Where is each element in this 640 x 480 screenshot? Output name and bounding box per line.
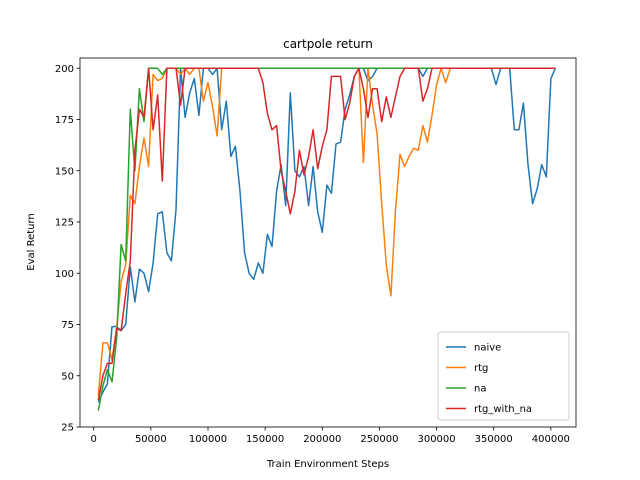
- y-tick-label: 50: [61, 371, 74, 382]
- y-tick-label: 200: [55, 64, 74, 75]
- series-line-rtg-with-na: [97, 67, 556, 401]
- x-tick-label: 400000: [532, 434, 570, 445]
- y-tick-label: 175: [55, 115, 74, 126]
- legend-label: na: [474, 384, 486, 395]
- x-tick-label: 50000: [135, 434, 167, 445]
- y-tick-label: 125: [55, 218, 74, 229]
- x-axis-ticks: 0 50000 100000 150000 200000 250000 300000 3500…: [91, 427, 570, 445]
- y-tick-label: 100: [55, 269, 74, 280]
- x-tick-label: 300000: [417, 434, 455, 445]
- legend-label: naive: [474, 343, 501, 354]
- legend-box: [437, 331, 570, 421]
- chart-title: cartpole return: [283, 37, 373, 51]
- x-tick-label: 0: [91, 434, 97, 445]
- x-tick-label: 350000: [475, 434, 513, 445]
- legend-label: rtg_with_na: [474, 404, 532, 415]
- y-axis-label: Eval Return: [26, 213, 37, 271]
- plot-frame: [79, 57, 577, 428]
- x-tick-label: 150000: [246, 434, 284, 445]
- y-axis-ticks: 25 50 75 100 125 150 175 200: [55, 64, 80, 434]
- x-tick-label: 250000: [360, 434, 398, 445]
- y-tick-label: 75: [61, 320, 74, 331]
- y-tick-label: 25: [61, 423, 74, 434]
- legend: naive rtg na rtg_with_na: [437, 331, 570, 421]
- x-tick-label: 100000: [189, 434, 227, 445]
- plot-lines: [97, 67, 557, 411]
- x-tick-label: 200000: [303, 434, 341, 445]
- x-axis-label: Train Environment Steps: [266, 459, 389, 470]
- legend-label: rtg: [474, 363, 488, 374]
- y-tick-label: 150: [55, 166, 74, 177]
